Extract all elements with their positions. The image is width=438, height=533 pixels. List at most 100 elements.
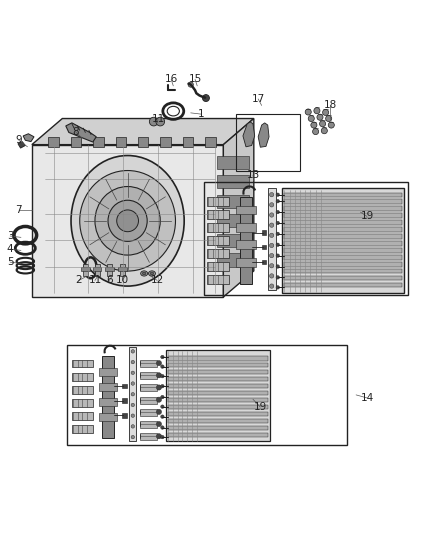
Circle shape	[131, 392, 134, 396]
Circle shape	[305, 109, 311, 115]
Text: 14: 14	[360, 393, 374, 403]
Bar	[107, 264, 112, 276]
Circle shape	[156, 397, 162, 402]
Ellipse shape	[150, 272, 154, 275]
Bar	[168, 377, 268, 382]
Circle shape	[131, 414, 134, 417]
Bar	[160, 137, 171, 147]
Circle shape	[276, 254, 279, 257]
Text: 3: 3	[7, 231, 14, 241]
Bar	[99, 413, 117, 421]
Bar	[284, 262, 402, 266]
Bar	[99, 398, 117, 406]
Circle shape	[269, 254, 274, 258]
Bar	[102, 356, 114, 439]
Circle shape	[161, 356, 164, 359]
Circle shape	[269, 223, 274, 228]
Circle shape	[131, 435, 134, 439]
Circle shape	[311, 122, 317, 128]
Bar	[268, 188, 276, 290]
Circle shape	[161, 384, 164, 388]
Circle shape	[156, 373, 162, 378]
Bar	[122, 398, 127, 403]
Text: 18: 18	[323, 100, 337, 110]
Circle shape	[269, 243, 274, 248]
Bar	[284, 206, 402, 211]
Circle shape	[131, 350, 134, 353]
Bar	[284, 199, 402, 204]
Bar	[217, 254, 250, 266]
Circle shape	[276, 211, 279, 214]
Circle shape	[131, 371, 134, 375]
Circle shape	[325, 116, 332, 122]
Text: 2: 2	[75, 276, 82, 286]
Bar	[140, 384, 157, 391]
Polygon shape	[66, 123, 96, 142]
Ellipse shape	[71, 156, 184, 286]
Text: 16: 16	[165, 75, 178, 84]
Bar	[207, 210, 229, 219]
Bar	[217, 175, 250, 188]
Bar	[282, 188, 404, 293]
Bar	[120, 264, 125, 276]
Bar	[81, 268, 90, 271]
Bar	[138, 137, 148, 147]
Bar	[71, 137, 81, 147]
Bar	[240, 197, 252, 284]
Text: 8: 8	[72, 126, 79, 136]
Ellipse shape	[80, 171, 176, 271]
Text: 1: 1	[198, 109, 205, 119]
Bar	[217, 156, 250, 168]
Circle shape	[131, 360, 134, 364]
Bar	[284, 213, 402, 218]
Circle shape	[202, 94, 209, 102]
Circle shape	[276, 193, 279, 197]
Bar	[122, 384, 127, 389]
Bar	[168, 356, 268, 360]
Text: 19: 19	[254, 402, 267, 412]
Bar	[140, 433, 157, 440]
Bar	[48, 137, 59, 147]
Bar	[207, 249, 229, 258]
Ellipse shape	[148, 271, 155, 276]
Circle shape	[317, 114, 323, 120]
Circle shape	[161, 395, 164, 399]
Circle shape	[276, 243, 279, 246]
Bar	[284, 235, 402, 239]
Bar	[205, 137, 215, 147]
Circle shape	[156, 117, 165, 126]
Bar	[207, 262, 229, 271]
Bar	[93, 137, 104, 147]
Bar	[168, 370, 268, 375]
Bar	[237, 240, 255, 249]
Polygon shape	[32, 118, 254, 144]
Bar	[237, 206, 255, 214]
Bar	[116, 137, 126, 147]
Circle shape	[308, 116, 314, 122]
Circle shape	[269, 213, 274, 217]
Circle shape	[269, 264, 274, 268]
Bar	[168, 391, 268, 395]
Circle shape	[269, 233, 274, 238]
Bar	[118, 268, 127, 271]
Circle shape	[269, 274, 274, 278]
Text: 7: 7	[15, 205, 22, 215]
Circle shape	[322, 109, 328, 116]
Bar	[261, 245, 266, 249]
Bar	[284, 269, 402, 273]
Circle shape	[269, 192, 274, 197]
Bar	[168, 363, 268, 367]
Circle shape	[276, 232, 279, 236]
Text: 4: 4	[7, 244, 14, 254]
Text: 11: 11	[152, 114, 165, 124]
Circle shape	[320, 120, 325, 127]
Polygon shape	[243, 122, 254, 147]
Bar	[122, 413, 127, 417]
Bar	[168, 433, 268, 437]
Circle shape	[161, 435, 164, 439]
Bar	[217, 195, 250, 208]
Circle shape	[161, 415, 164, 418]
Bar	[284, 192, 402, 197]
Circle shape	[276, 286, 279, 289]
Bar	[183, 137, 193, 147]
